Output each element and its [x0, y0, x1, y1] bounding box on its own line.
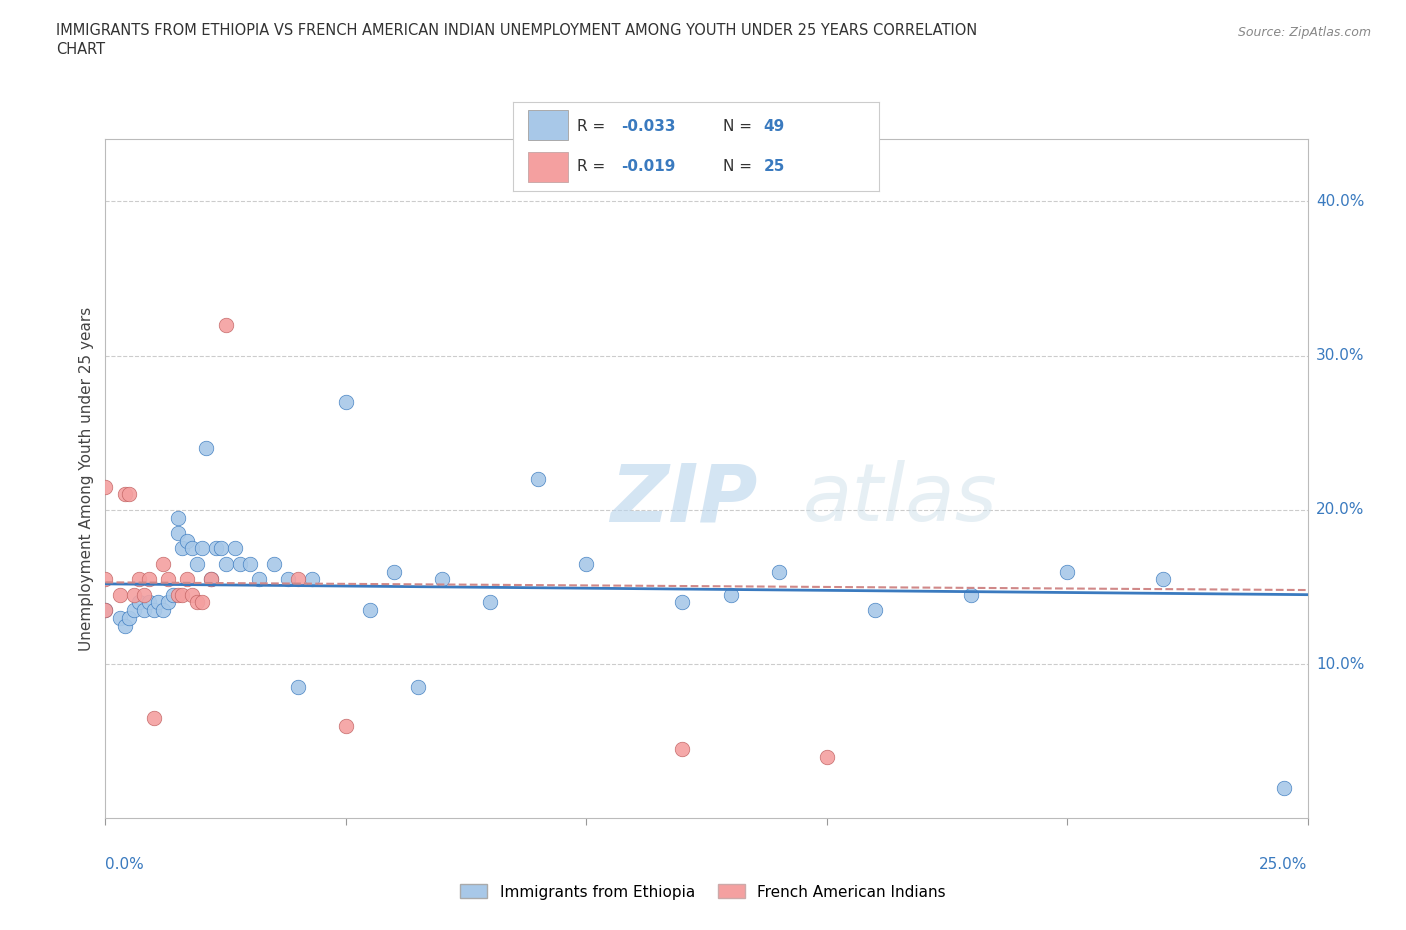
Point [430, 572, 453, 587]
Point [172, 541, 194, 556]
Point [1152, 572, 1174, 587]
Point [124, 587, 146, 602]
Point [200, 572, 222, 587]
Point [768, 565, 790, 579]
Point [142, 603, 165, 618]
Point [176, 572, 198, 587]
Point [114, 618, 136, 633]
Point [575, 556, 598, 571]
Point [960, 587, 983, 602]
Point [176, 533, 198, 548]
Point [114, 487, 136, 502]
Point [166, 525, 188, 540]
Point [224, 541, 246, 556]
Point [186, 595, 208, 610]
Point [863, 603, 886, 618]
Point [118, 487, 141, 502]
Point [287, 680, 309, 695]
Point [132, 587, 155, 602]
Text: R =: R = [576, 159, 610, 174]
Point [720, 587, 742, 602]
Point [156, 595, 179, 610]
Point [94, 572, 117, 587]
Text: 10.0%: 10.0% [1316, 657, 1364, 671]
Point [94, 479, 117, 494]
Point [287, 572, 309, 587]
Point [166, 510, 188, 525]
Point [138, 572, 160, 587]
Text: ZIP: ZIP [610, 460, 758, 538]
Text: N =: N = [723, 119, 758, 134]
Point [132, 603, 155, 618]
Text: CHART: CHART [56, 42, 105, 57]
Point [108, 610, 131, 625]
Y-axis label: Unemployment Among Youth under 25 years: Unemployment Among Youth under 25 years [79, 307, 94, 651]
Point [148, 595, 170, 610]
Point [94, 603, 117, 618]
Text: -0.019: -0.019 [621, 159, 675, 174]
Point [128, 572, 150, 587]
Point [209, 541, 232, 556]
Text: 40.0%: 40.0% [1316, 193, 1364, 208]
Point [382, 565, 405, 579]
Point [301, 572, 323, 587]
Text: 25: 25 [763, 159, 785, 174]
Text: atlas: atlas [803, 460, 997, 538]
Text: Source: ZipAtlas.com: Source: ZipAtlas.com [1237, 26, 1371, 39]
Point [186, 556, 208, 571]
Point [1272, 780, 1295, 795]
FancyBboxPatch shape [527, 152, 568, 182]
Text: 49: 49 [763, 119, 785, 134]
Point [152, 556, 174, 571]
Point [239, 556, 262, 571]
Point [195, 441, 218, 456]
Point [181, 587, 204, 602]
Point [671, 741, 693, 756]
Point [247, 572, 270, 587]
Point [128, 595, 150, 610]
Point [190, 595, 212, 610]
Point [152, 603, 174, 618]
Point [527, 472, 550, 486]
Text: 25.0%: 25.0% [1260, 857, 1308, 872]
Point [214, 556, 236, 571]
Text: 30.0%: 30.0% [1316, 348, 1364, 363]
Point [190, 541, 212, 556]
Legend: Immigrants from Ethiopia, French American Indians: Immigrants from Ethiopia, French America… [454, 878, 952, 906]
Text: 0.0%: 0.0% [105, 857, 145, 872]
Text: R =: R = [576, 119, 610, 134]
Point [263, 556, 285, 571]
Text: 20.0%: 20.0% [1316, 502, 1364, 517]
Point [277, 572, 299, 587]
Point [172, 587, 194, 602]
Point [1056, 565, 1078, 579]
Point [94, 603, 117, 618]
Point [359, 603, 381, 618]
Text: -0.033: -0.033 [621, 119, 675, 134]
Point [671, 595, 693, 610]
Point [205, 541, 228, 556]
Point [229, 556, 252, 571]
FancyBboxPatch shape [527, 111, 568, 140]
Point [162, 587, 184, 602]
Point [406, 680, 429, 695]
Point [815, 750, 838, 764]
Point [118, 610, 141, 625]
Point [138, 595, 160, 610]
Text: IMMIGRANTS FROM ETHIOPIA VS FRENCH AMERICAN INDIAN UNEMPLOYMENT AMONG YOUTH UNDE: IMMIGRANTS FROM ETHIOPIA VS FRENCH AMERI… [56, 23, 977, 38]
Point [124, 603, 146, 618]
Point [166, 587, 188, 602]
Point [156, 572, 179, 587]
Point [335, 394, 357, 409]
Point [200, 572, 222, 587]
Point [181, 541, 204, 556]
Point [479, 595, 502, 610]
Point [108, 587, 131, 602]
Text: N =: N = [723, 159, 758, 174]
Point [142, 711, 165, 725]
Point [214, 317, 236, 332]
Point [335, 718, 357, 733]
